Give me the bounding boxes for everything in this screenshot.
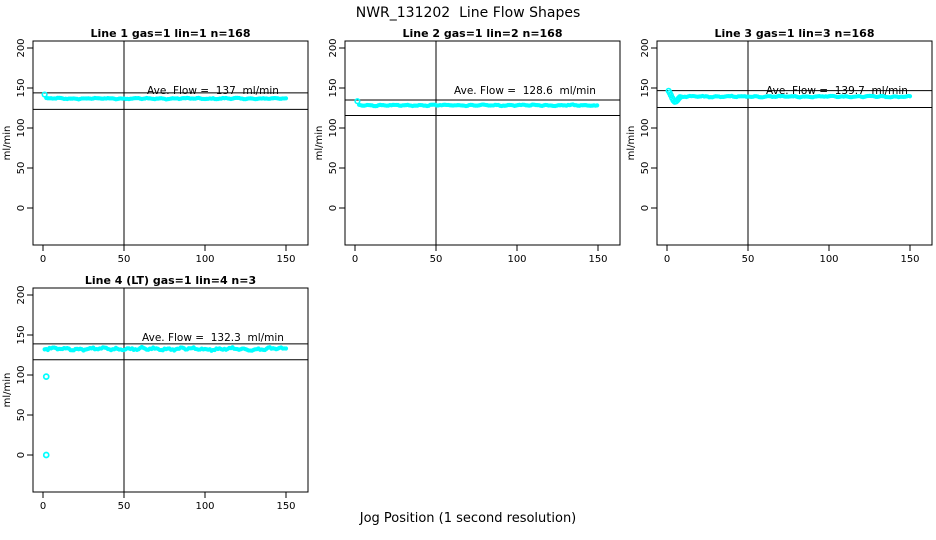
flow-point — [595, 103, 600, 108]
data-points — [665, 87, 913, 105]
panel-3-plot-area: 0 50 100 150 200 ml/min 0 50 100 150 — [626, 38, 933, 265]
y-tick-label: 200 — [640, 38, 651, 57]
panel-2-ave-flow-annotation: Ave. Flow = 128.6 ml/min — [454, 85, 596, 97]
panel-line-4: Line 4 (LT) gas=1 lin=4 n=3 0 50 100 150 200… — [0, 272, 312, 519]
y-axis-label: ml/min — [626, 126, 637, 161]
x-tick-label: 50 — [430, 254, 443, 265]
panel-3-title: Line 3 gas=1 lin=3 n=168 — [714, 27, 875, 40]
x-tick-label: 0 — [40, 254, 46, 265]
x-tick-label: 50 — [118, 254, 131, 265]
x-tick-label: 150 — [900, 254, 919, 265]
y-tick-label: 150 — [16, 78, 27, 97]
panel-4-plot-area: 0 50 100 150 200 ml/min 0 50 100 150 — [2, 285, 309, 512]
y-tick-label: 200 — [16, 38, 27, 57]
x-tick-label: 150 — [588, 254, 607, 265]
flow-outlier-point — [42, 373, 50, 380]
x-tick-label: 0 — [664, 254, 670, 265]
y-tick-label: 0 — [328, 205, 339, 211]
x-tick-label: 100 — [195, 254, 214, 265]
y-tick-label: 150 — [328, 78, 339, 97]
y-tick-label: 100 — [328, 118, 339, 137]
panel-line-1: Line 1 gas=1 lin=1 n=168 0 50 100 150 200 ml/… — [0, 25, 312, 272]
panel-2-plot-area: 0 50 100 150 200 ml/min 0 50 100 150 — [314, 38, 621, 265]
panel-1-plot-area: 0 50 100 150 200 ml/min 0 50 100 150 — [2, 38, 309, 265]
y-tick-label: 50 — [16, 162, 27, 175]
flow-outlier-point — [42, 451, 50, 459]
y-tick-label: 200 — [16, 285, 27, 304]
x-tick-label: 150 — [276, 254, 295, 265]
y-tick-label: 0 — [640, 205, 651, 211]
flow-point — [283, 96, 289, 101]
flow-point — [907, 94, 913, 99]
y-tick-label: 50 — [640, 162, 651, 175]
data-points — [354, 98, 600, 109]
y-tick-label: 150 — [16, 325, 27, 344]
y-tick-label: 50 — [16, 409, 27, 422]
data-points — [41, 91, 289, 102]
figure-x-axis-label: Jog Position (1 second resolution) — [359, 511, 577, 526]
y-tick-label: 100 — [640, 118, 651, 137]
y-tick-label: 0 — [16, 452, 27, 458]
plot-box — [656, 40, 933, 246]
y-tick-label: 0 — [16, 205, 27, 211]
x-tick-label: 0 — [352, 254, 358, 265]
x-tick-label: 100 — [507, 254, 526, 265]
panel-4-title: Line 4 (LT) gas=1 lin=4 n=3 — [84, 274, 257, 287]
x-tick-label: 150 — [276, 501, 295, 512]
flow-start-point — [41, 91, 48, 98]
x-tick-label: 0 — [40, 501, 46, 512]
y-tick-label: 100 — [16, 365, 27, 384]
plot-box — [32, 40, 309, 246]
x-tick-label: 50 — [742, 254, 755, 265]
y-tick-label: 50 — [328, 162, 339, 175]
plot-box — [32, 287, 309, 493]
panel-3-ave-flow-annotation: Ave. Flow = 139.7 ml/min — [766, 85, 908, 97]
flow-point — [283, 346, 289, 351]
panel-2-title: Line 2 gas=1 lin=2 n=168 — [402, 27, 563, 40]
panel-line-3: Line 3 gas=1 lin=3 n=168 0 50 100 150 200 ml/… — [624, 25, 936, 272]
y-tick-label: 100 — [16, 118, 27, 137]
figure-title: NWR_131202 Line Flow Shapes — [355, 5, 581, 21]
y-tick-label: 200 — [328, 38, 339, 57]
data-points — [42, 344, 289, 459]
flow-start-point — [354, 98, 361, 105]
panel-1-title: Line 1 gas=1 lin=1 n=168 — [90, 27, 251, 40]
panel-1-ave-flow-annotation: Ave. Flow = 137 ml/min — [147, 85, 279, 97]
panel-line-2: Line 2 gas=1 lin=2 n=168 0 50 100 150 200 ml/… — [312, 25, 624, 272]
y-tick-label: 150 — [640, 78, 651, 97]
y-axis-label: ml/min — [2, 126, 13, 161]
x-tick-label: 100 — [819, 254, 838, 265]
x-tick-label: 50 — [118, 501, 131, 512]
y-axis-label: ml/min — [2, 373, 13, 408]
x-tick-label: 100 — [195, 501, 214, 512]
flow-start-point — [676, 94, 684, 101]
panel-4-ave-flow-annotation: Ave. Flow = 132.3 ml/min — [142, 332, 284, 344]
y-axis-label: ml/min — [314, 126, 325, 161]
plot-box — [344, 40, 621, 246]
